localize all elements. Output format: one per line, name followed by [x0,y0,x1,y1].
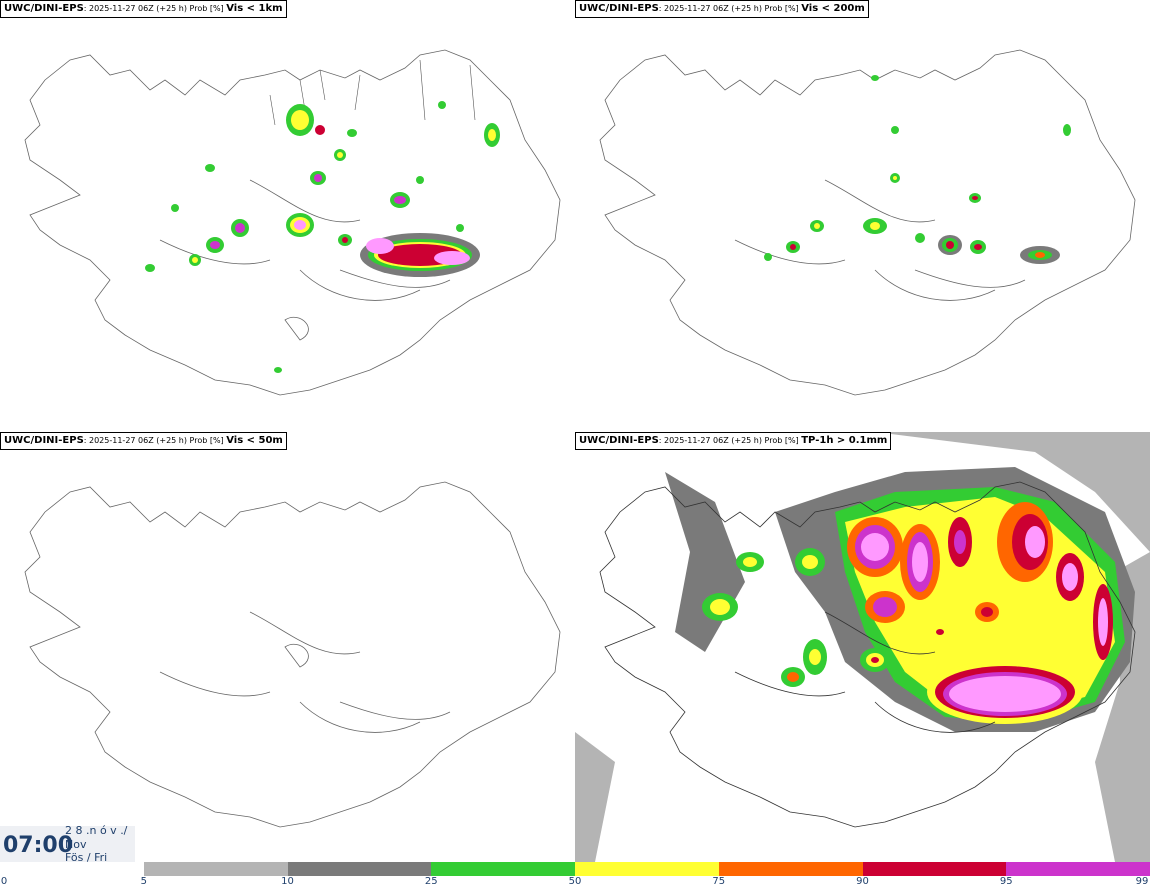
map-panel-vis-50m: UWC/DINI-EPS: 2025-11-27 06Z (+25 h) Pro… [0,432,575,862]
iceland-map [24,49,561,396]
legend-color-bin [718,862,863,876]
prob-field [764,75,1071,264]
variable-label: Vis < 200m [801,3,865,14]
map-panel-vis-1km: UWC/DINI-EPS: 2025-11-27 06Z (+25 h) Pro… [0,0,575,430]
iceland-map [24,481,561,828]
legend-tick-label: 99 [1135,876,1149,887]
legend-color-bin [1006,862,1150,876]
legend-tick-label: 75 [712,876,726,887]
iceland-map [575,432,1150,862]
valid-time-box: 07:00 2 8 .n ó v ./ Nov Fös / Fri [0,824,135,864]
legend-tick-label: 25 [424,876,438,887]
prob-field [145,101,500,373]
variable-label: Vis < 1km [226,3,283,14]
legend-color-bin [0,862,144,876]
model-source: UWC/DINI-EPS [579,3,659,14]
legend-color-bin [143,862,288,876]
legend-color-bin [862,862,1007,876]
legend-tick-label: 5 [140,876,147,887]
panel-header: UWC/DINI-EPS: 2025-11-27 06Z (+25 h) Pro… [575,0,869,18]
legend-tick-label: 50 [568,876,582,887]
valid-date-month: Nov [65,838,87,851]
panel-header: UWC/DINI-EPS: 2025-11-27 06Z (+25 h) Pro… [0,432,287,450]
variable-label: Vis < 50m [226,435,283,446]
run-info: : 2025-11-27 06Z (+25 h) Prob [%] [658,436,802,445]
valid-time: 07:00 [3,833,74,858]
prob-field [575,432,1150,862]
valid-date-weekday: Fös / Fri [65,851,108,864]
iceland-map [599,49,1136,396]
model-source: UWC/DINI-EPS [4,3,84,14]
variable-label: TP-1h > 0.1mm [801,435,888,446]
run-info: : 2025-11-27 06Z (+25 h) Prob [%] [83,436,227,445]
map-panel-vis-200m: UWC/DINI-EPS: 2025-11-27 06Z (+25 h) Pro… [575,0,1150,430]
legend-tick-label: 90 [856,876,869,887]
legend-color-bin [575,862,719,876]
legend-tick-label: 0 [0,876,8,887]
panel-header: UWC/DINI-EPS: 2025-11-27 06Z (+25 h) Pro… [575,432,892,450]
legend-color-bin [431,862,575,876]
panel-header: UWC/DINI-EPS: 2025-11-27 06Z (+25 h) Pro… [0,0,287,18]
model-source: UWC/DINI-EPS [4,435,84,446]
run-info: : 2025-11-27 06Z (+25 h) Prob [%] [658,4,802,13]
map-panel-precip: UWC/DINI-EPS: 2025-11-27 06Z (+25 h) Pro… [575,432,1150,862]
legend-tick-label: 10 [281,876,294,887]
run-info: : 2025-11-27 06Z (+25 h) Prob [%] [83,4,227,13]
valid-date-line1: 2 8 .n ó v ./ [65,824,128,837]
legend-color-bin [287,862,432,876]
color-legend: 0 5 10 25 50 75 90 95 99 [0,862,1150,891]
legend-tick-label: 95 [999,876,1013,887]
model-source: UWC/DINI-EPS [579,435,659,446]
